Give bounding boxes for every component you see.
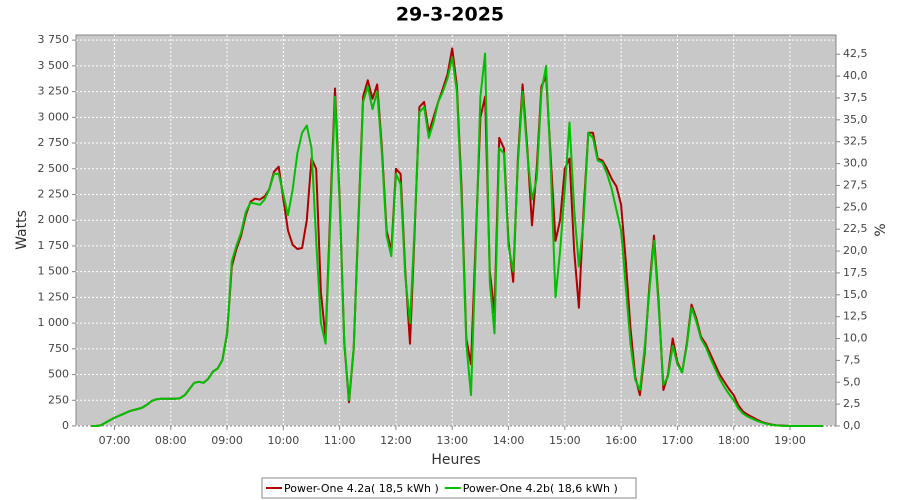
y-tick-label: 3 500 [38,59,70,72]
y2-tick-label: 17,5 [843,266,868,279]
x-tick-label: 11:00 [324,434,356,447]
y2-tick-label: 7,5 [843,353,861,366]
x-tick-label: 13:00 [436,434,468,447]
x-tick-label: 16:00 [605,434,637,447]
y-tick-label: 2 250 [38,187,70,200]
y-tick-label: 2 750 [38,136,70,149]
y-tick-label: 0 [62,419,69,432]
legend-label: Power-One 4.2b( 18,6 kWh ) [463,482,618,495]
y-tick-label: 500 [48,368,69,381]
y-tick-label: 750 [48,342,69,355]
y-tick-label: 3 250 [38,85,70,98]
y2-tick-label: 25,0 [843,200,868,213]
y2-tick-label: 32,5 [843,135,868,148]
y-tick-label: 3 000 [38,110,70,123]
chart-title: 29-3-2025 [396,4,504,26]
y-tick-label: 1 500 [38,265,70,278]
y-tick-label: 1 750 [38,239,70,252]
x-tick-label: 17:00 [662,434,694,447]
y-tick-label: 1 250 [38,290,70,303]
x-tick-label: 15:00 [549,434,581,447]
x-tick-label: 10:00 [268,434,300,447]
y2-tick-label: 35,0 [843,113,868,126]
x-tick-label: 19:00 [774,434,806,447]
y2-axis-label: % [873,223,889,236]
x-tick-label: 08:00 [155,434,187,447]
y2-tick-label: 40,0 [843,69,868,82]
y-tick-label: 3 750 [38,33,70,46]
y2-tick-label: 20,0 [843,244,868,257]
y2-tick-label: 15,0 [843,288,868,301]
x-tick-label: 12:00 [380,434,412,447]
y-tick-label: 2 500 [38,162,70,175]
x-tick-label: 18:00 [718,434,750,447]
y-tick-label: 1 000 [38,316,70,329]
x-tick-label: 07:00 [99,434,131,447]
y2-tick-label: 2,5 [843,397,861,410]
y2-tick-label: 27,5 [843,178,868,191]
y-axis-label: Watts [14,210,30,250]
y-tick-label: 250 [48,393,69,406]
y2-tick-label: 30,0 [843,157,868,170]
y2-tick-label: 37,5 [843,91,868,104]
x-axis-label: Heures [431,452,480,468]
line [91,52,823,427]
y2-tick-label: 0,0 [843,419,861,432]
plot-area [75,34,837,427]
y2-tick-label: 22,5 [843,222,868,235]
legend-label: Power-One 4.2a( 18,5 kWh ) [284,482,439,495]
y2-tick-label: 12,5 [843,310,868,323]
y2-tick-label: 5,0 [843,375,861,388]
x-tick-label: 09:00 [211,434,243,447]
y-tick-label: 2 000 [38,213,70,226]
y2-tick-label: 10,0 [843,332,868,345]
x-tick-label: 14:00 [493,434,525,447]
y2-tick-label: 42,5 [843,47,868,60]
